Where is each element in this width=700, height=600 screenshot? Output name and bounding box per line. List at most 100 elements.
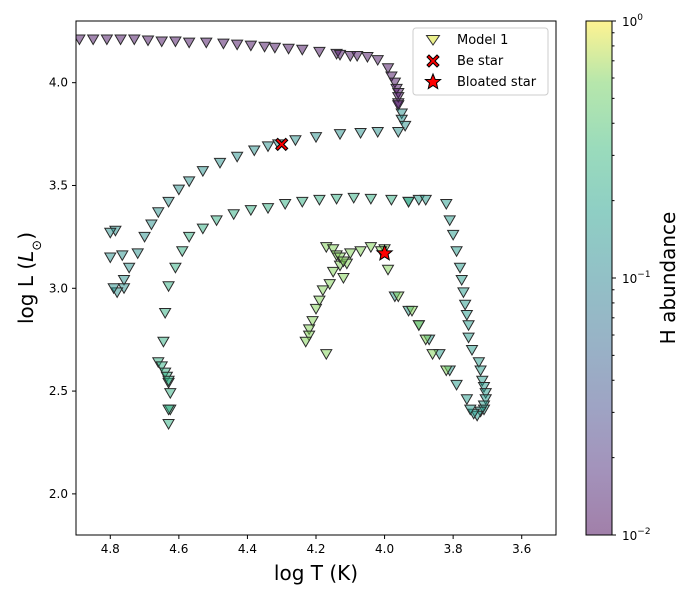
- model-1-point: [313, 194, 326, 206]
- model-1-point: [402, 196, 415, 208]
- model-1-point: [162, 281, 175, 293]
- model-1-point: [196, 166, 210, 178]
- model-1-point: [151, 207, 165, 219]
- x-axis-ticks: 4.8 4.6 4.4 4.2 4.0 3.8 3.6: [101, 535, 531, 556]
- model-1-point: [354, 128, 367, 140]
- model-1-point: [462, 332, 475, 344]
- model-1-point: [385, 194, 398, 206]
- model-1-point: [169, 262, 182, 274]
- model-1-point: [141, 35, 155, 47]
- model-1-point: [371, 55, 385, 67]
- model-1-point: [227, 209, 241, 221]
- model-1-point: [261, 203, 275, 215]
- model-1-point: [319, 349, 333, 361]
- model-1-point: [117, 275, 131, 287]
- model-1-point: [268, 42, 282, 54]
- legend-marker-model-1: [425, 35, 441, 46]
- model-1-point: [337, 256, 350, 268]
- x-tick-label: 4.4: [238, 542, 257, 556]
- model-1-point: [162, 418, 175, 430]
- model-1-point: [465, 344, 479, 356]
- y-tick-label: 3.5: [49, 178, 68, 192]
- model-1-point: [127, 34, 141, 46]
- colorbar-gradient: [585, 20, 613, 536]
- model-1-point: [114, 34, 127, 46]
- be-star-point: [275, 137, 289, 152]
- model-1-point: [479, 388, 493, 400]
- model-1-point: [313, 295, 326, 307]
- model-1-point: [309, 132, 323, 144]
- model-1-point: [196, 223, 210, 235]
- legend-label-model-1: Model 1: [457, 33, 508, 48]
- model-1-point: [230, 39, 244, 51]
- model-1-point: [103, 252, 117, 264]
- colorbar: 100 10−1 10−2 H abundance: [585, 13, 680, 543]
- legend-marker-be-star: [426, 54, 440, 68]
- model-1-point: [313, 46, 326, 58]
- x-axis-label: log T (K): [274, 561, 358, 585]
- model-1-point: [309, 303, 323, 315]
- model-1-point: [162, 375, 175, 387]
- y-axis-ticks: 2.0 2.5 3.0 3.5 4.0: [49, 76, 76, 501]
- model-1-point: [122, 262, 136, 274]
- model-1-point: [395, 114, 409, 126]
- legend-marker-bloated-star: [424, 72, 442, 90]
- model-1-point: [391, 92, 405, 104]
- model-1-point: [381, 63, 395, 75]
- model-1-point: [347, 192, 361, 204]
- model-1-point: [381, 264, 395, 276]
- model-1-point: [157, 336, 170, 348]
- model-1-point: [333, 49, 347, 61]
- model-1-point: [100, 34, 114, 46]
- model-1-point: [162, 404, 175, 416]
- model-1-point: [302, 324, 316, 336]
- model-1-point: [76, 34, 86, 46]
- model-1-point: [182, 37, 196, 49]
- model-1-point: [371, 127, 385, 139]
- model-1-point: [230, 151, 244, 163]
- data-points-layer: [64, 33, 493, 430]
- model-1-point: [64, 33, 75, 43]
- model-1-point: [364, 193, 378, 205]
- y-tick-label: 2.5: [49, 384, 68, 398]
- model-1-point: [333, 129, 347, 141]
- colorbar-minor-ticks: [612, 32, 615, 459]
- model-1-point: [155, 36, 169, 48]
- model-1-point: [412, 320, 426, 332]
- model-1-point: [479, 394, 493, 406]
- x-tick-label: 4.8: [101, 542, 120, 556]
- model-1-point: [107, 283, 121, 295]
- model-1-point: [217, 38, 230, 50]
- model-1-point: [182, 176, 196, 188]
- model-1-point: [361, 51, 374, 63]
- x-tick-label: 4.2: [306, 542, 325, 556]
- model-1-point: [354, 246, 367, 258]
- model-1-point: [426, 349, 439, 361]
- legend-label-be-star: Be star: [457, 54, 504, 69]
- model-1-point: [450, 246, 463, 258]
- x-tick-label: 4.0: [375, 542, 394, 556]
- model-1-point: [474, 365, 487, 377]
- y-tick-label: 2.0: [49, 487, 68, 501]
- model-1-point: [462, 320, 475, 332]
- model-1-point: [213, 157, 227, 169]
- model-1-point: [446, 229, 460, 241]
- model-1-point: [175, 246, 189, 258]
- model-1-point: [450, 379, 463, 391]
- model-1-point: [405, 305, 419, 317]
- model-1-point: [472, 357, 486, 369]
- colorbar-tick-label-3: 10−2: [622, 527, 651, 543]
- model-1-point: [443, 215, 457, 227]
- model-1-point: [163, 388, 177, 400]
- model-1-point: [326, 266, 340, 278]
- legend: Model 1 Be star Bloated star: [412, 27, 549, 96]
- legend-label-bloated-star: Bloated star: [457, 75, 537, 90]
- x-tick-label: 3.8: [444, 542, 463, 556]
- y-tick-label: 3.0: [49, 281, 68, 295]
- model-1-point: [155, 361, 169, 373]
- model-1-point: [103, 227, 117, 239]
- model-1-point: [145, 219, 158, 231]
- model-1-point: [258, 41, 271, 53]
- model-1-point: [295, 196, 309, 208]
- model-1-point: [455, 275, 469, 287]
